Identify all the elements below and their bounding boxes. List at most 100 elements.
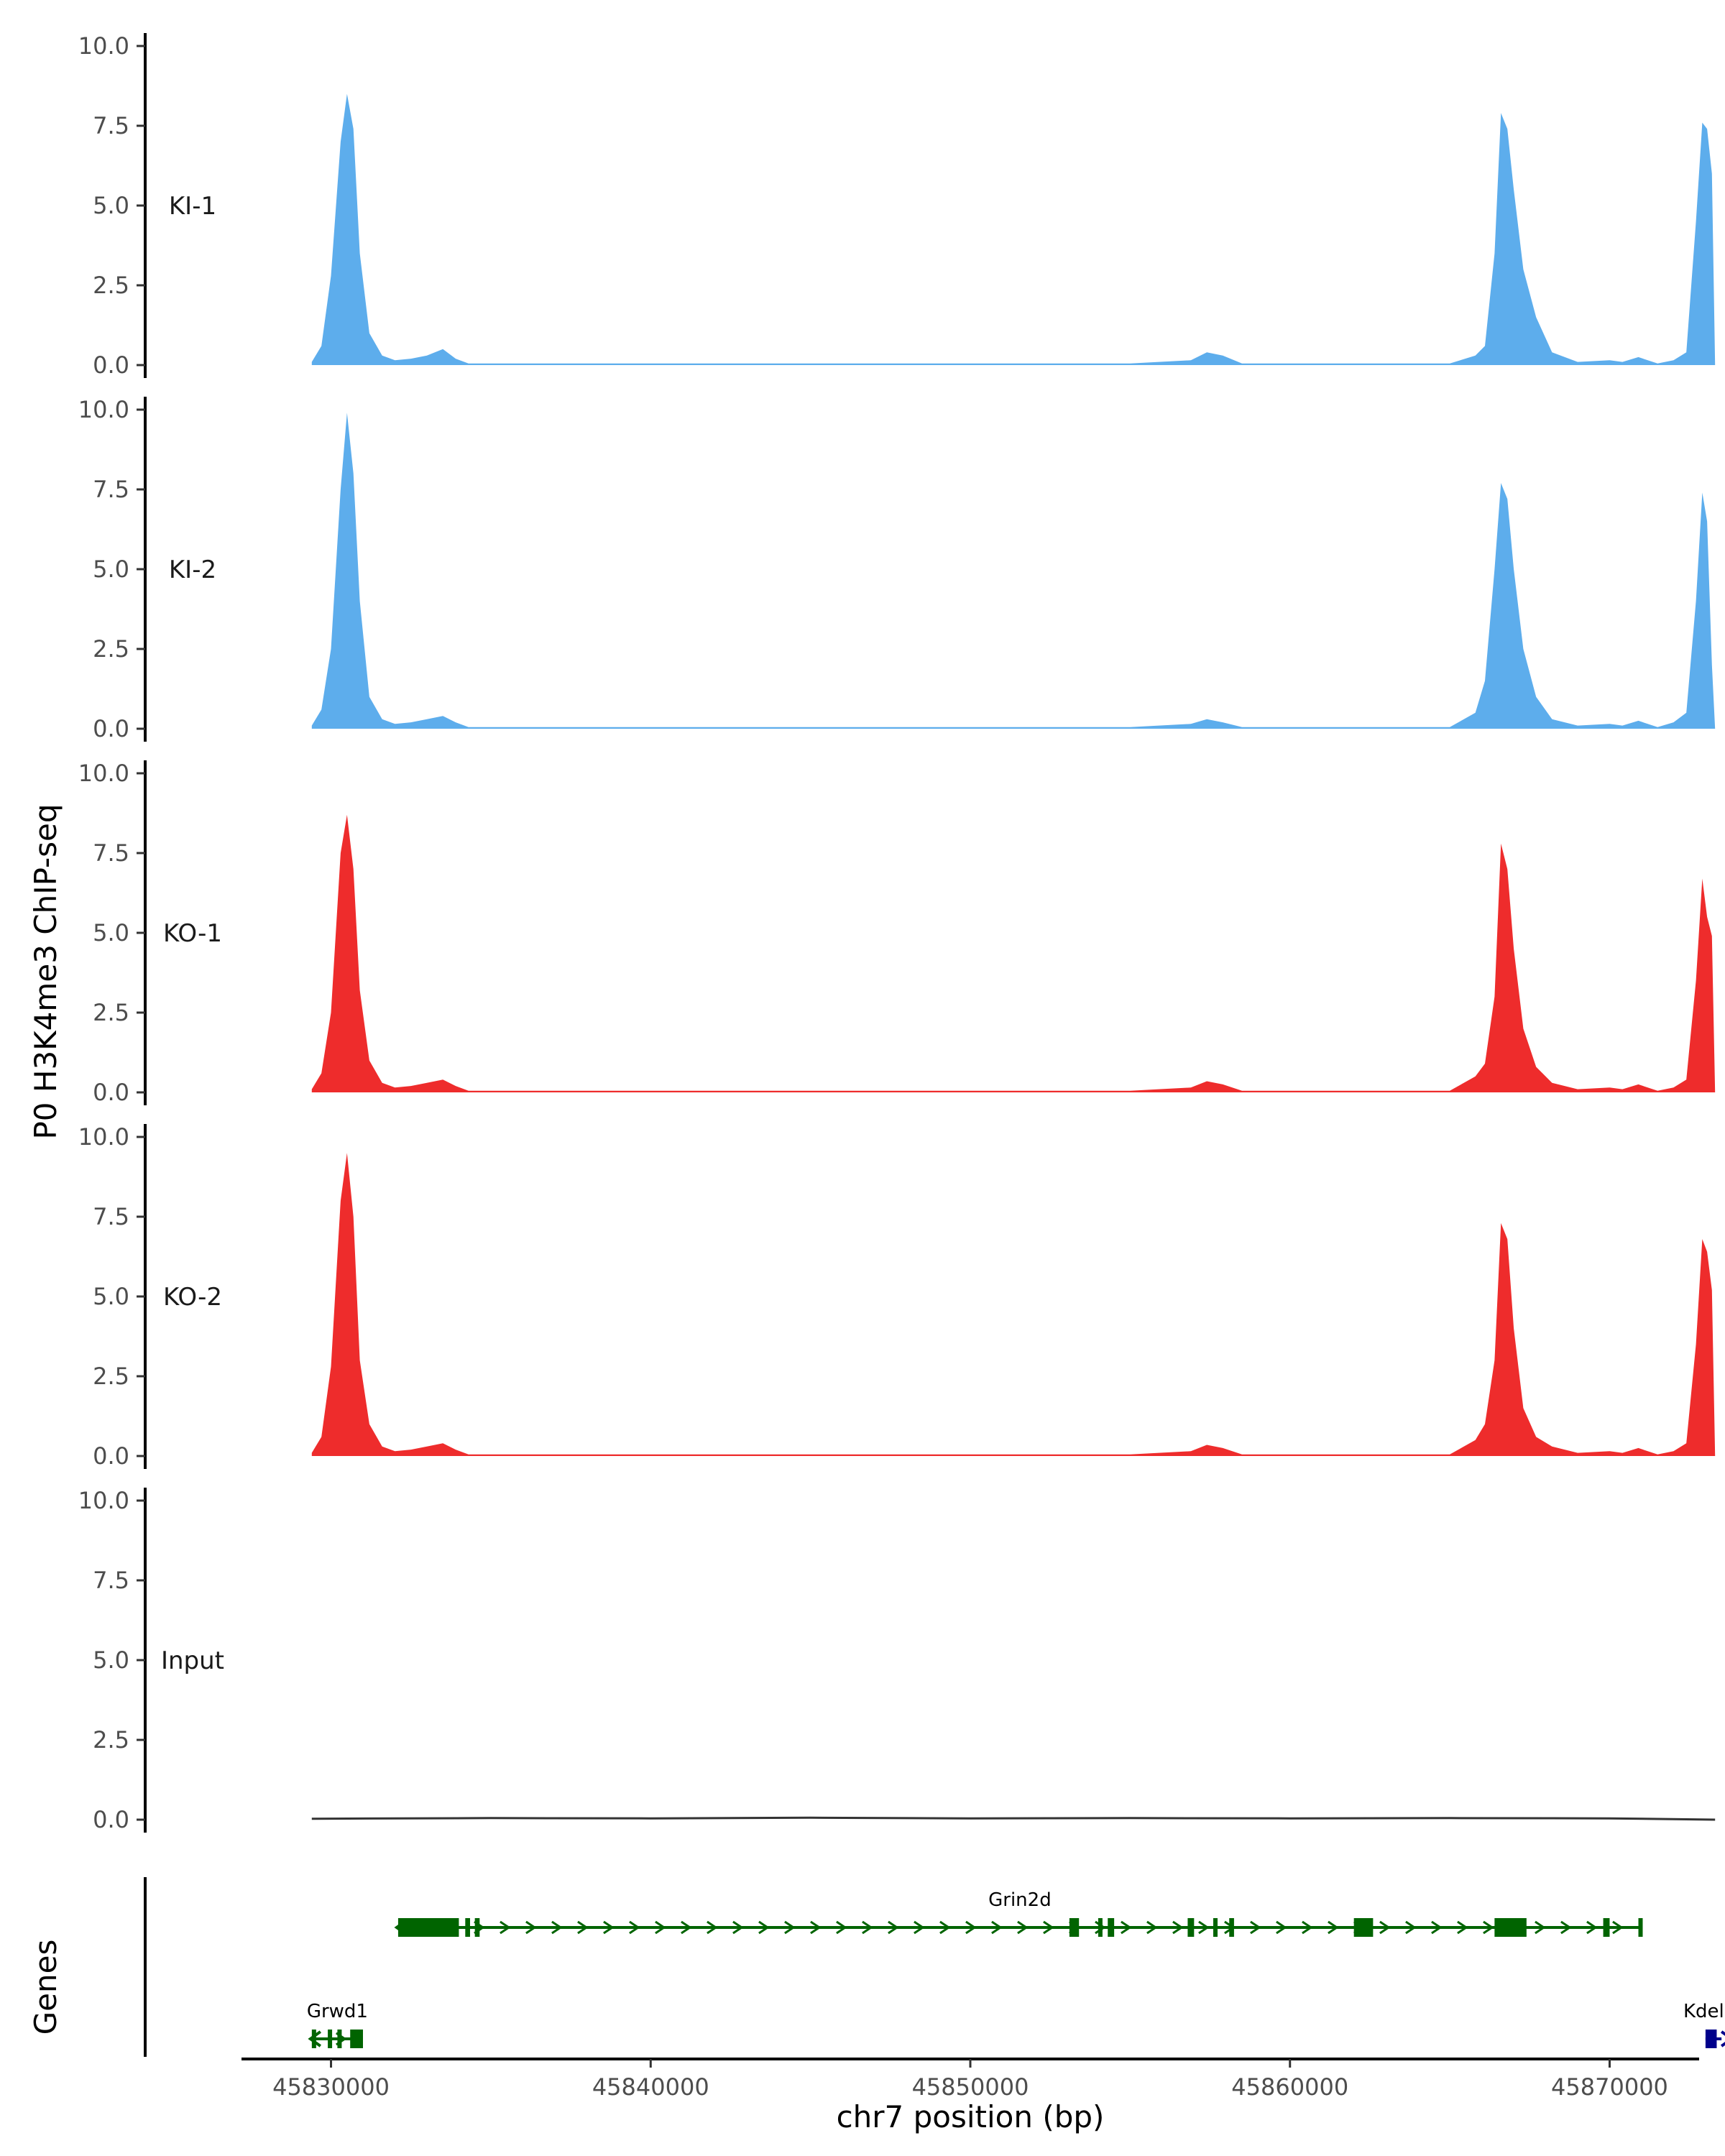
signal-area xyxy=(311,93,1716,365)
strand-chevron xyxy=(1560,1920,1572,1935)
x-axis-title: chr7 position (bp) xyxy=(837,2099,1105,2134)
strand-chevron xyxy=(1405,1920,1417,1935)
strand-chevron xyxy=(784,1920,796,1935)
gene-exon xyxy=(311,2030,316,2048)
strand-chevron xyxy=(1276,1920,1287,1935)
y-tick-label: 0.0 xyxy=(93,1806,129,1833)
gene-exon xyxy=(350,2030,363,2048)
strand-chevron xyxy=(1483,1920,1494,1935)
strand-chevron xyxy=(1172,1920,1184,1935)
gene-exon xyxy=(465,1918,470,1937)
track-label: KO-2 xyxy=(163,1283,222,1312)
strand-chevron xyxy=(1457,1920,1468,1935)
strand-chevron xyxy=(525,1920,537,1935)
strand-chevron xyxy=(991,1920,1003,1935)
y-tick-label: 10.0 xyxy=(78,1123,129,1151)
strand-chevron xyxy=(1302,1920,1313,1935)
strand-chevron xyxy=(500,1920,511,1935)
y-tick-label: 5.0 xyxy=(93,1283,129,1310)
strand-chevron xyxy=(836,1920,847,1935)
y-tick-label: 0.0 xyxy=(93,1442,129,1470)
y-tick-label: 10.0 xyxy=(78,32,129,60)
strand-arrow xyxy=(394,1919,408,1936)
strand-chevron xyxy=(965,1920,977,1935)
y-tick-label: 5.0 xyxy=(93,192,129,219)
signal-line xyxy=(311,1816,1716,1821)
strand-chevron xyxy=(629,1920,640,1935)
gene-exon xyxy=(337,2030,342,2048)
gene-name-label: Grin2d xyxy=(988,1889,1052,1911)
y-tick-label: 7.5 xyxy=(93,476,129,503)
gene-exon xyxy=(1353,1918,1374,1937)
gene-exon xyxy=(328,2030,333,2048)
y-axis-title: P0 H3K4me3 ChIP-seq xyxy=(28,803,63,1139)
strand-chevron xyxy=(1612,1920,1624,1935)
gene-exon xyxy=(474,1918,480,1937)
strand-chevron xyxy=(914,1920,925,1935)
x-tick-label: 45860000 xyxy=(1231,2073,1348,2101)
strand-chevron xyxy=(939,1920,951,1935)
y-tick-label: 5.0 xyxy=(93,919,129,946)
y-tick-label: 2.5 xyxy=(93,635,129,663)
gene-exon xyxy=(1494,1918,1527,1937)
gene-grin2d: Grin2d xyxy=(394,1889,1643,1937)
strand-chevron xyxy=(707,1920,718,1935)
y-tick-label: 10.0 xyxy=(78,1487,129,1514)
strand-chevron xyxy=(732,1920,744,1935)
gene-exon xyxy=(1187,1918,1195,1937)
gene-grwd1: Grwd1 xyxy=(307,2001,368,2048)
strand-chevron xyxy=(862,1920,873,1935)
strand-arrow xyxy=(1720,2030,1725,2047)
strand-chevron xyxy=(577,1920,589,1935)
strand-chevron xyxy=(888,1920,899,1935)
signal-area xyxy=(311,413,1716,729)
x-tick-label: 45830000 xyxy=(272,2073,390,2101)
track-ki-2: 0.0 2.5 5.0 7.5 10.0 KI-2 xyxy=(78,396,1716,742)
gene-name-label: Kdelr1 xyxy=(1683,2001,1725,2022)
y-tick-label: 7.5 xyxy=(93,112,129,139)
strand-chevron xyxy=(810,1920,822,1935)
gene-exon xyxy=(1229,1918,1234,1937)
track-ko-1: 0.0 2.5 5.0 7.5 10.0 KO-1 xyxy=(78,760,1716,1106)
strand-chevron xyxy=(1250,1920,1261,1935)
y-tick-label: 5.0 xyxy=(93,556,129,583)
genes-track-label: Genes xyxy=(28,1940,63,2035)
gene-exon xyxy=(1213,1918,1218,1937)
track-input: 0.0 2.5 5.0 7.5 10.0 Input xyxy=(78,1487,1716,1833)
strand-chevron xyxy=(1121,1920,1132,1935)
strand-chevron xyxy=(1535,1920,1546,1935)
y-tick-label: 2.5 xyxy=(93,272,129,299)
y-tick-label: 2.5 xyxy=(93,999,129,1026)
strand-chevron xyxy=(1431,1920,1443,1935)
strand-chevron xyxy=(655,1920,666,1935)
strand-chevron xyxy=(603,1920,615,1935)
y-tick-label: 10.0 xyxy=(78,760,129,787)
x-axis: 45830000 45840000 45850000 45860000 45870000 xyxy=(242,2058,1699,2101)
track-label: Input xyxy=(161,1646,224,1675)
track-ki-1: 0.0 2.5 5.0 7.5 10.0 KI-1 xyxy=(78,32,1716,379)
strand-chevron xyxy=(551,1920,563,1935)
y-tick-label: 7.5 xyxy=(93,839,129,867)
signal-tracks: 0.0 2.5 5.0 7.5 10.0 KI-1 0.0 2.5 5.0 7.5 10.0 KI-2… xyxy=(78,32,1716,1833)
gene-exon xyxy=(1603,1918,1610,1937)
gene-kdelr1: Kdelr1 xyxy=(1683,2001,1725,2048)
signal-area xyxy=(311,1153,1716,1456)
genes-track: Grin2d Grwd1 Kdelr1 xyxy=(144,1877,1725,2057)
y-tick-label: 0.0 xyxy=(93,1079,129,1106)
gene-exon xyxy=(1705,2030,1717,2048)
y-tick-label: 2.5 xyxy=(93,1363,129,1390)
strand-chevron xyxy=(758,1920,770,1935)
track-label: KI-2 xyxy=(169,556,216,584)
y-tick-label: 0.0 xyxy=(93,715,129,742)
gene-name-label: Grwd1 xyxy=(307,2001,368,2022)
y-tick-label: 0.0 xyxy=(93,351,129,379)
strand-chevron xyxy=(1146,1920,1158,1935)
strand-chevron xyxy=(1586,1920,1598,1935)
strand-chevron xyxy=(1198,1920,1210,1935)
strand-chevron xyxy=(1017,1920,1029,1935)
gene-exon xyxy=(1108,1918,1115,1937)
x-tick-label: 45840000 xyxy=(592,2073,709,2101)
strand-arrow xyxy=(308,2030,322,2047)
track-label: KI-1 xyxy=(169,192,216,221)
y-tick-label: 7.5 xyxy=(93,1203,129,1230)
